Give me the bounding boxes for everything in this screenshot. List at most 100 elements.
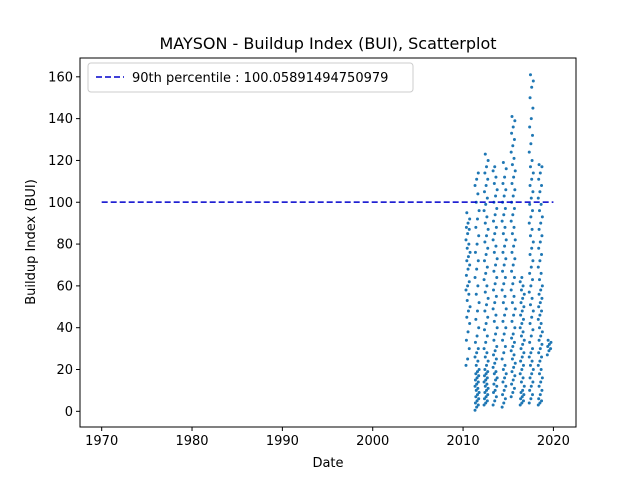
chart-title: MAYSON - Buildup Index (BUI), Scatterplo…: [159, 34, 496, 53]
data-point: [473, 408, 477, 412]
data-point: [503, 345, 507, 349]
data-point: [495, 207, 499, 211]
data-point: [501, 161, 505, 165]
data-point: [510, 382, 514, 386]
data-point: [512, 207, 516, 211]
data-point: [536, 265, 540, 269]
data-point: [500, 288, 504, 292]
data-point: [495, 257, 499, 261]
data-point: [483, 355, 487, 359]
data-point: [475, 309, 479, 313]
data-point: [483, 384, 487, 388]
data-point: [494, 244, 498, 248]
data-point: [540, 388, 544, 392]
data-point: [539, 202, 543, 206]
data-point: [519, 301, 523, 305]
data-point: [485, 265, 489, 269]
data-point: [513, 374, 517, 378]
data-point: [528, 322, 532, 326]
data-point: [538, 240, 542, 244]
data-point: [512, 276, 516, 280]
data-point: [491, 238, 495, 242]
data-point: [521, 388, 525, 392]
data-point: [530, 296, 534, 300]
data-point: [484, 378, 488, 382]
data-point: [509, 150, 513, 154]
data-point: [502, 213, 506, 217]
data-point: [538, 313, 542, 317]
data-point: [476, 171, 480, 175]
data-point: [502, 388, 506, 392]
data-point: [504, 188, 508, 192]
data-point: [537, 338, 541, 342]
data-point: [540, 215, 544, 219]
data-point: [475, 382, 479, 386]
data-point: [539, 271, 543, 275]
x-tick-label: 2010: [447, 434, 480, 449]
data-point: [502, 263, 506, 267]
data-point: [520, 401, 524, 405]
data-point: [476, 380, 480, 384]
data-point: [494, 378, 498, 382]
data-point: [518, 403, 522, 407]
data-point: [512, 313, 516, 317]
data-point: [491, 365, 495, 369]
data-point: [536, 317, 540, 321]
data-point: [485, 388, 489, 392]
data-point: [519, 313, 523, 317]
data-point: [528, 202, 532, 206]
data-point: [538, 393, 542, 397]
data-point: [510, 336, 514, 340]
data-point: [528, 234, 532, 238]
data-point: [484, 395, 488, 399]
data-point: [484, 372, 488, 376]
data-point: [475, 399, 479, 403]
data-point: [482, 403, 486, 407]
data-point: [501, 269, 505, 273]
data-point: [475, 370, 479, 374]
data-point: [503, 376, 507, 380]
data-point: [513, 238, 517, 242]
data-point: [485, 284, 489, 288]
data-point: [511, 378, 515, 382]
data-point: [522, 393, 526, 397]
data-point: [485, 351, 489, 355]
data-point: [476, 403, 480, 407]
data-point: [537, 163, 541, 167]
data-point: [531, 240, 535, 244]
data-point: [530, 177, 534, 181]
data-point: [531, 328, 535, 332]
data-point: [521, 363, 525, 367]
data-point: [473, 250, 477, 254]
data-point: [468, 263, 472, 267]
data-point: [531, 393, 534, 397]
y-tick-label: 0: [65, 405, 73, 420]
y-tick-label: 60: [56, 279, 73, 294]
data-point: [475, 376, 479, 380]
data-point: [503, 276, 507, 280]
data-point: [518, 280, 522, 284]
data-point: [477, 397, 481, 401]
data-point: [510, 163, 514, 167]
data-point: [501, 301, 505, 305]
data-point: [477, 374, 481, 378]
data-point: [486, 315, 490, 319]
data-point: [529, 384, 533, 388]
data-point: [510, 319, 514, 323]
data-point: [538, 326, 541, 330]
data-point: [530, 315, 534, 319]
data-point: [503, 225, 507, 229]
data-point: [484, 253, 488, 257]
data-point: [529, 142, 533, 146]
data-point: [501, 368, 505, 372]
data-point: [464, 338, 468, 342]
data-point: [485, 196, 489, 200]
data-point: [482, 397, 486, 401]
data-point: [495, 376, 499, 380]
data-point: [538, 301, 542, 305]
data-point: [503, 294, 507, 298]
data-point: [538, 278, 541, 282]
data-point: [511, 194, 515, 198]
x-tick-label: 1970: [85, 434, 118, 449]
data-point: [510, 370, 514, 374]
